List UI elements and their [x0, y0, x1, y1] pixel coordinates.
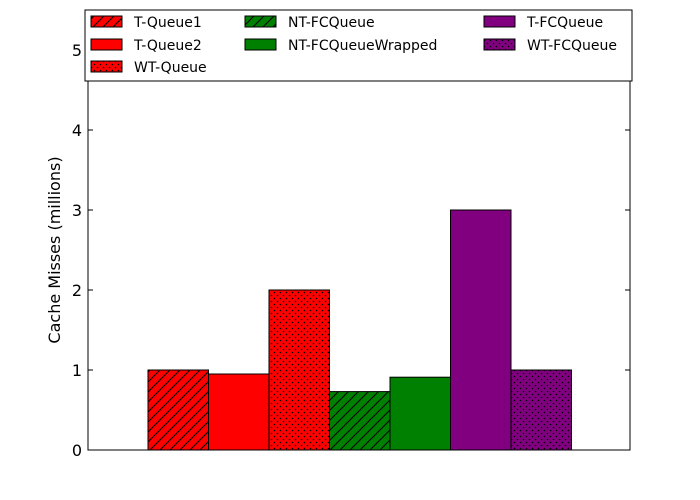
bar-nt-fcqueuewrapped [389, 376, 451, 451]
legend-label-t-queue1: T-Queue1 [133, 15, 202, 31]
y-tick-label: 3 [72, 201, 82, 220]
bar-nt-fcqueue [329, 391, 391, 451]
legend-label-t-fcqueue: T-FCQueue [526, 15, 603, 31]
bar-wt-queue [268, 289, 330, 451]
y-tick-label: 5 [72, 41, 82, 60]
legend-swatch-t-fcqueue [483, 15, 516, 28]
bar-wt-fcqueue [510, 369, 572, 451]
y-tick-label: 4 [72, 121, 82, 140]
y-tick-label: 1 [72, 361, 82, 380]
legend-swatch-t-queue2 [90, 38, 123, 51]
bars-group [147, 209, 572, 451]
legend-box [84, 9, 633, 82]
legend-label-wt-fcqueue: WT-FCQueue [527, 38, 617, 54]
legend-swatch-t-queue1 [90, 15, 123, 28]
y-tick-label: 0 [72, 441, 82, 460]
y-axis-label: Cache Misses (millions) [45, 156, 64, 343]
legend-swatch-wt-fcqueue [483, 38, 516, 51]
bar-t-queue2 [208, 373, 270, 451]
legend-label-nt-fcqueuewrapped: NT-FCQueueWrapped [288, 38, 437, 54]
legend-swatch-nt-fcqueuewrapped [244, 38, 277, 51]
legend-label-t-queue2: T-Queue2 [133, 38, 202, 54]
bar-t-fcqueue [450, 209, 512, 451]
legend-swatch-wt-queue [90, 60, 123, 73]
legend-swatch-nt-fcqueue [244, 15, 277, 28]
bar-t-queue1 [147, 369, 209, 451]
legend-label-wt-queue: WT-Queue [134, 60, 207, 76]
y-tick-label: 2 [72, 281, 82, 300]
legend: T-Queue1 T-Queue2 WT-Queue NT-FCQueue NT-FCQ… [84, 9, 633, 82]
legend-label-nt-fcqueue: NT-FCQueue [288, 15, 375, 31]
